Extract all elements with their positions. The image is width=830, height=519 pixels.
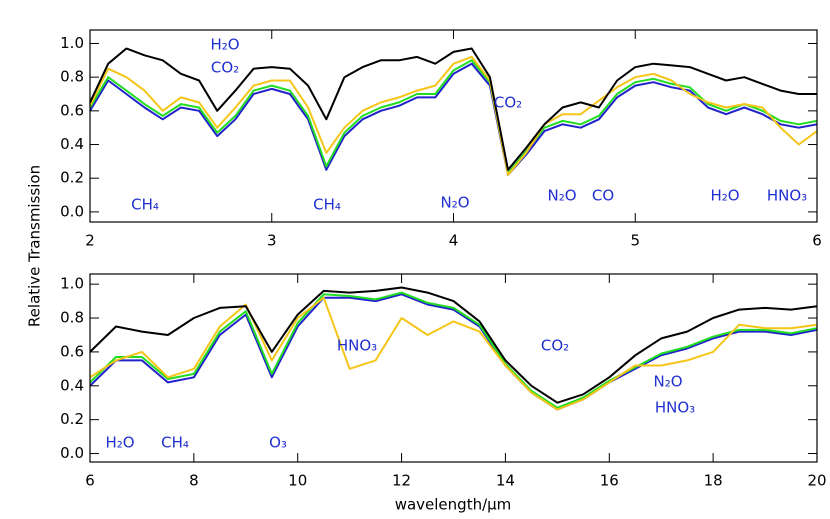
x-tick-label: 2 <box>85 232 95 250</box>
annotation: HNO₃ <box>767 187 807 205</box>
y-tick-label: 1.0 <box>60 34 84 52</box>
series-line <box>89 47 817 171</box>
series-line <box>89 286 818 404</box>
y-tick-label: 0.2 <box>60 410 84 428</box>
x-tick-label: 16 <box>600 472 619 490</box>
series-line <box>89 296 818 411</box>
annotation: H₂O <box>105 434 134 452</box>
annotation: HNO₃ <box>655 399 695 417</box>
annotation: CH₄ <box>161 434 189 452</box>
x-axis-label: wavelength/μm <box>395 496 512 514</box>
x-tick-label: 5 <box>630 232 640 250</box>
annotation: CO₂ <box>211 59 239 77</box>
x-tick-label: 14 <box>496 472 515 490</box>
y-tick-label: 0.0 <box>60 202 84 220</box>
annotation: H₂O <box>210 36 239 54</box>
x-tick-label: 3 <box>267 232 277 250</box>
y-tick-label: 0.6 <box>60 342 84 360</box>
series-line <box>89 55 818 176</box>
annotation: H₂O <box>710 187 739 205</box>
annotation: N₂O <box>440 194 469 212</box>
plot-frame <box>89 273 818 463</box>
annotation: CO <box>592 187 614 205</box>
x-tick-label: 18 <box>704 472 723 490</box>
series-line <box>89 293 818 411</box>
x-tick-label: 4 <box>449 232 459 250</box>
annotation: CH₄ <box>313 196 341 214</box>
x-tick-label: 20 <box>807 472 826 490</box>
series-line <box>89 59 818 175</box>
y-tick-label: 0.2 <box>60 169 84 187</box>
annotation: HNO₃ <box>337 337 377 355</box>
annotation: O₃ <box>269 434 287 452</box>
annotation: N₂O <box>653 373 682 391</box>
y-tick-label: 0.4 <box>60 135 84 153</box>
x-tick-label: 10 <box>288 472 307 490</box>
annotation: CH₄ <box>131 196 159 214</box>
y-tick-label: 0.8 <box>60 68 84 86</box>
x-tick-label: 8 <box>189 472 199 490</box>
y-tick-label: 1.0 <box>60 275 84 293</box>
series-line <box>89 291 818 409</box>
y-tick-label: 0.0 <box>60 444 84 462</box>
annotation: CO₂ <box>541 337 569 355</box>
y-axis-label: Relative Transmission <box>26 165 44 327</box>
y-tick-label: 0.8 <box>60 309 84 327</box>
annotation: CO₂ <box>494 94 522 112</box>
y-tick-label: 0.4 <box>60 376 84 394</box>
annotation: N₂O <box>547 187 576 205</box>
x-tick-label: 6 <box>812 232 822 250</box>
x-tick-label: 12 <box>392 472 411 490</box>
x-tick-label: 6 <box>85 472 95 490</box>
y-tick-label: 0.6 <box>60 101 84 119</box>
